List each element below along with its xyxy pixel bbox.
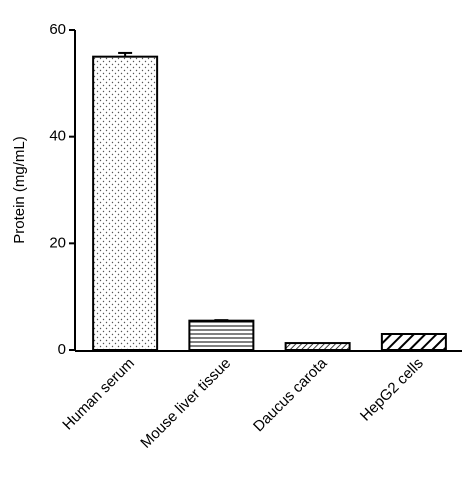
y-tick-label: 60 — [49, 21, 66, 38]
y-tick-label: 40 — [49, 128, 66, 145]
x-tick-label: HepG2 cells — [357, 355, 427, 425]
x-tick-label: Mouse liver tissue — [137, 355, 234, 452]
y-axis-label: Protein (mg/mL) — [11, 136, 28, 244]
x-tick-label: Human serum — [59, 355, 138, 434]
bar — [188, 319, 255, 351]
y-tick-label: 0 — [58, 341, 66, 358]
bar — [380, 333, 447, 351]
bar — [284, 342, 351, 352]
y-tick-label: 20 — [49, 234, 66, 251]
bar — [92, 55, 159, 352]
x-tick-label: Daucus carota — [250, 354, 331, 435]
